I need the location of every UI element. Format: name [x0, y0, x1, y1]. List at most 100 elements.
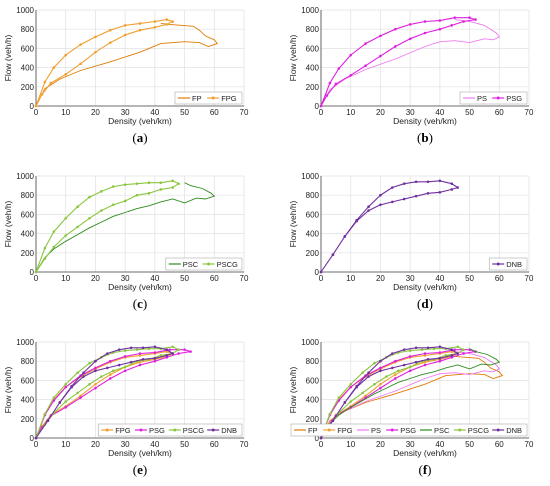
- x-tick-label: 10: [61, 440, 70, 449]
- data-point-DNB: [367, 205, 370, 209]
- data-point-PSG: [379, 386, 382, 390]
- data-point-PSG: [189, 350, 192, 353]
- data-point-PSCG: [361, 371, 364, 375]
- legend-label-PS: PS: [371, 426, 381, 435]
- data-point-PSCG: [123, 199, 127, 203]
- legend-marker-PSG: [139, 428, 143, 432]
- data-point-DNB: [379, 369, 382, 373]
- data-point-PSCG: [52, 245, 56, 249]
- data-point-DNB: [414, 180, 418, 184]
- data-point-DNB: [94, 359, 97, 363]
- data-point-FPG: [423, 360, 427, 364]
- y-tick-label: 600: [21, 376, 35, 385]
- data-point-DNB: [141, 357, 145, 361]
- data-point-PSCG: [432, 347, 436, 351]
- data-point-PSG: [349, 53, 353, 57]
- legend-label-PSC: PSC: [183, 260, 199, 269]
- data-point-PSCG: [123, 349, 127, 352]
- data-point-PSCG: [88, 382, 91, 386]
- legend-label-DNB: DNB: [506, 260, 522, 269]
- data-point-PSCG: [171, 345, 174, 349]
- x-tick-label: 60: [210, 274, 219, 283]
- data-point-PSCG: [408, 365, 412, 369]
- y-axis-label: Flow (veh/h): [288, 200, 298, 247]
- panel-f: 0 10 20 30 40 50 60 70 0 200 400 600 800 1000 Density …: [288, 338, 534, 477]
- data-point-DNB: [391, 352, 394, 355]
- data-point-PSCG: [76, 205, 79, 209]
- x-tick-label: 20: [376, 274, 385, 283]
- y-axis-label: Flow (veh/h): [3, 366, 13, 413]
- data-point-PSCG: [349, 382, 353, 386]
- data-point-PSCG: [444, 354, 448, 357]
- panel-caption-letter: c: [137, 296, 143, 311]
- panel-caption-letter: d: [421, 296, 429, 311]
- data-point-DNB: [402, 182, 406, 185]
- data-point-DNB: [450, 348, 454, 351]
- y-axis-label: Flow (veh/h): [288, 366, 298, 413]
- x-tick-label: 40: [150, 274, 159, 283]
- y-tick-label: 200: [306, 415, 320, 424]
- data-point-FPG: [171, 20, 174, 23]
- data-point-DNB: [426, 191, 430, 195]
- series-line-FP: [35, 22, 219, 107]
- legend-marker-PSCG: [458, 428, 462, 432]
- x-tick-label: 30: [406, 274, 415, 283]
- y-tick-label: 0: [30, 268, 35, 277]
- x-tick-label: 20: [91, 440, 100, 449]
- x-tick-label: 60: [495, 108, 504, 117]
- data-point-PSCG: [171, 179, 174, 183]
- x-tick-label: 30: [406, 440, 415, 449]
- x-tick-label: 10: [61, 108, 70, 117]
- y-tick-label: 600: [306, 376, 320, 385]
- legend-marker-FPG: [211, 96, 215, 100]
- data-point-PSG: [438, 359, 442, 363]
- data-point-DNB: [355, 385, 358, 389]
- y-tick-label: 600: [306, 210, 320, 219]
- legend: PSC PSCG: [165, 257, 243, 271]
- data-point-PSG: [337, 67, 341, 70]
- data-point-PSG: [468, 16, 471, 19]
- data-point-PSCG: [43, 257, 47, 260]
- y-axis-label: Flow (veh/h): [3, 200, 13, 247]
- panel-caption: (e): [133, 462, 147, 477]
- legend: FPG PSG PSCG DNB: [97, 423, 243, 437]
- data-point-DNB: [379, 359, 382, 363]
- legend-label-PSCG: PSCG: [468, 426, 489, 435]
- x-axis-label: Density (veh/km): [108, 116, 172, 126]
- data-point-DNB: [171, 352, 174, 355]
- x-tick-label: 0: [319, 108, 324, 117]
- series-line-FP: [320, 354, 504, 439]
- data-point-PSCG: [337, 396, 341, 399]
- data-point-DNB: [438, 179, 442, 183]
- data-point-DNB: [129, 346, 133, 350]
- data-point-PSCG: [177, 348, 180, 351]
- data-point-DNB: [414, 194, 418, 198]
- x-tick-label: 30: [121, 440, 130, 449]
- data-point-FPG: [364, 394, 367, 398]
- legend-label-PS: PS: [477, 94, 487, 103]
- panel-e: 0 10 20 30 40 50 60 70 0 200 400 600 800 1000 Density …: [3, 338, 249, 477]
- data-point-PSCG: [373, 361, 376, 365]
- legend: PS PSG: [459, 91, 528, 105]
- data-point-DNB: [82, 375, 85, 378]
- data-point-PSCG: [76, 391, 79, 395]
- data-point-DNB: [379, 193, 382, 197]
- data-point-PSG: [153, 359, 157, 363]
- data-point-PSG: [108, 359, 112, 363]
- x-tick-label: 40: [435, 440, 444, 449]
- y-tick-label: 200: [306, 249, 320, 258]
- data-point-PSCG: [88, 361, 91, 365]
- data-point-PSG: [474, 18, 477, 21]
- data-point-PSG: [393, 359, 397, 363]
- x-tick-label: 50: [180, 440, 189, 449]
- x-tick-label: 70: [525, 440, 534, 449]
- data-point-PSG: [423, 352, 427, 355]
- panel-caption: (c): [133, 296, 147, 311]
- data-point-DNB: [34, 436, 38, 440]
- data-point-PSG: [138, 352, 142, 355]
- data-point-FPG: [165, 18, 169, 21]
- data-point-FPG: [34, 104, 38, 108]
- data-point-FPG: [94, 50, 97, 54]
- legend: FP FPG PS PSG PSC PSCG DNB: [290, 423, 528, 437]
